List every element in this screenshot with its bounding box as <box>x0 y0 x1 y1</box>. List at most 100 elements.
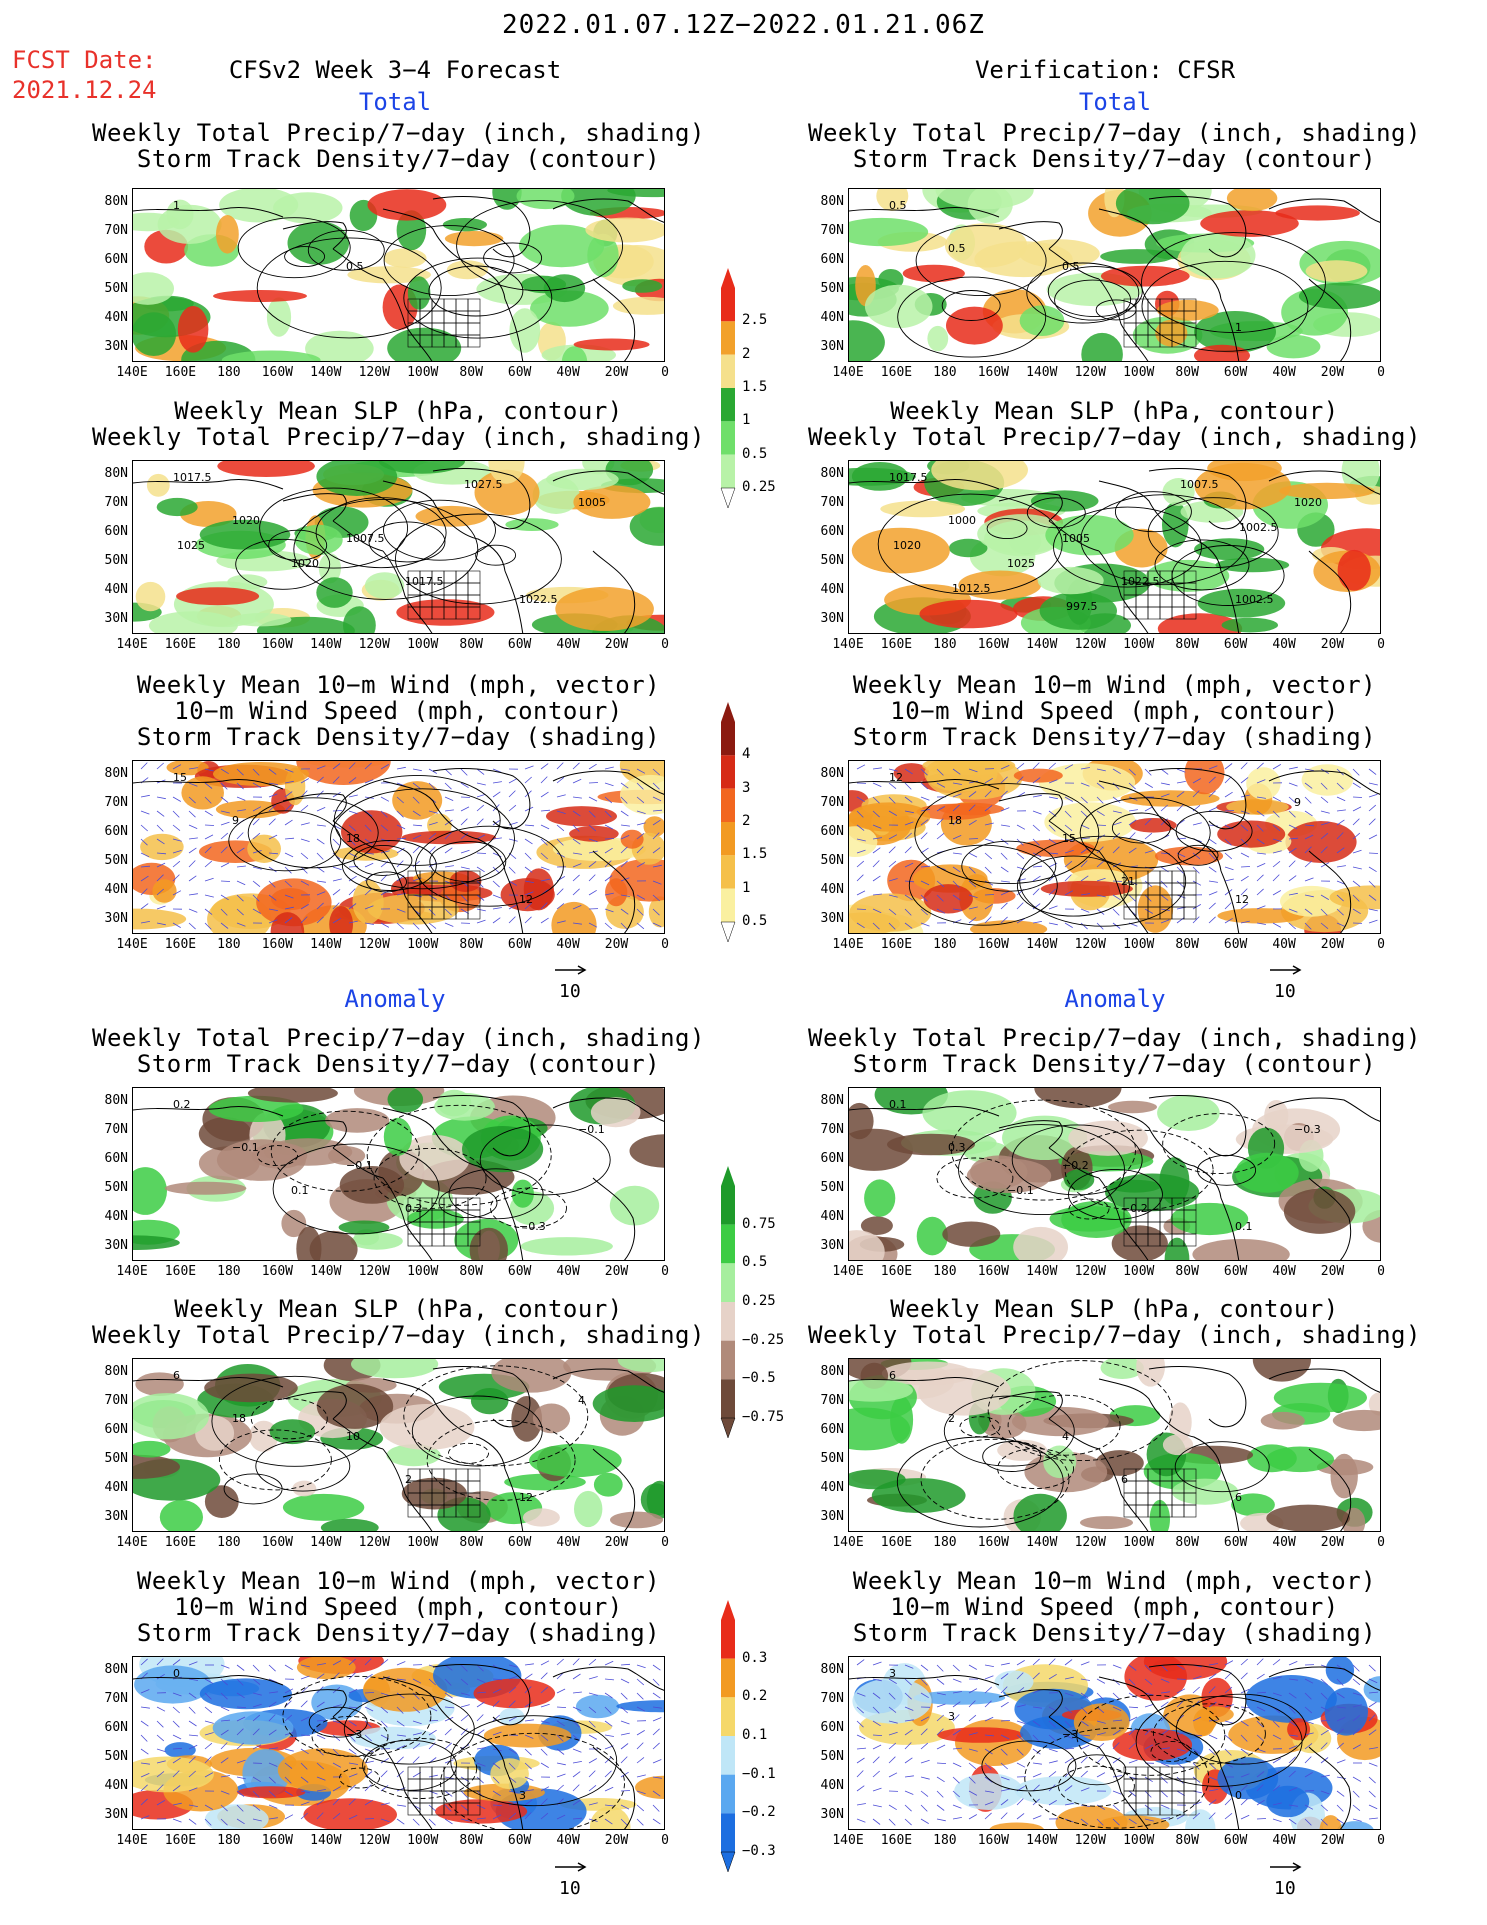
wind-vector <box>1160 1804 1170 1809</box>
lon-tick-label: 60W <box>1223 937 1248 952</box>
shading-area <box>350 1232 403 1250</box>
wind-vector <box>252 908 261 914</box>
wind-vector <box>952 866 961 873</box>
wind-vector <box>1080 893 1090 896</box>
wind-vector <box>1320 832 1329 840</box>
wind-vector <box>1064 850 1074 854</box>
coastline <box>1098 480 1240 633</box>
lon-tick-label: 140W <box>1026 365 1058 380</box>
wind-vector <box>1304 860 1312 868</box>
wind-vector <box>300 1700 308 1708</box>
wind-vector <box>220 1804 228 1812</box>
wind-vector <box>1288 782 1298 787</box>
lat-tick-label: 60N <box>104 252 128 267</box>
map-panel-p1l: 1 0.5 <box>132 188 665 362</box>
wind-vector <box>952 1701 961 1708</box>
wind-vector <box>1048 824 1056 832</box>
wind-vector <box>1032 1658 1040 1666</box>
wind-vector <box>460 1664 468 1672</box>
contour-label: 2 <box>948 1412 955 1425</box>
contour-label: 1020 <box>1294 496 1322 509</box>
wind-vector <box>396 1692 405 1699</box>
colorbar-swatch <box>721 822 735 856</box>
wind-vector <box>1368 1747 1378 1750</box>
contour-label: 1005 <box>1062 532 1090 545</box>
wind-vector <box>1048 874 1056 882</box>
wind-vector <box>156 838 165 845</box>
wind-vector <box>540 791 549 798</box>
state-boundary <box>1183 594 1197 608</box>
wind-vector <box>984 822 994 826</box>
wind-vector <box>300 852 309 860</box>
wind-vector <box>284 1700 292 1708</box>
shading-area <box>1342 1507 1366 1531</box>
lat-tick-label: 30N <box>104 1238 128 1253</box>
fcst-date-label: FCST Date: <box>12 46 157 74</box>
lon-tick-label: 40W <box>1272 637 1296 652</box>
wind-vector <box>1272 1818 1282 1823</box>
shading-area <box>955 1719 1033 1766</box>
lon-tick-label: 0 <box>1377 1833 1385 1848</box>
coastline <box>1268 1666 1380 1691</box>
wind-vector <box>588 824 597 832</box>
lon-tick-label: 160E <box>164 1535 197 1550</box>
shading-area <box>1143 1657 1228 1680</box>
wind-vector <box>872 1720 881 1727</box>
wind-vector <box>1064 890 1074 896</box>
wind-vector <box>1128 1776 1138 1780</box>
wind-vector <box>604 1706 612 1714</box>
wind-vector <box>1096 1678 1106 1684</box>
contour-label: −0.3 <box>519 1220 546 1233</box>
wind-vector <box>1256 1818 1267 1820</box>
wind-vector <box>220 1742 228 1750</box>
wind-vector <box>300 804 309 812</box>
wind-vector <box>236 796 246 801</box>
lat-tick-label: 50N <box>104 853 128 868</box>
wind-vector <box>1368 866 1377 873</box>
wind-vector <box>316 1762 324 1770</box>
contour-line <box>1141 232 1326 334</box>
shading-area <box>363 1667 448 1712</box>
wind-vector <box>556 838 564 846</box>
wind-vector <box>1336 796 1346 802</box>
coastline <box>1308 850 1352 933</box>
wind-vector <box>1208 1799 1217 1806</box>
wind-vector <box>904 1757 913 1764</box>
shading-area <box>1068 1120 1148 1156</box>
wind-vector <box>1080 782 1090 787</box>
wind-vector <box>204 824 215 826</box>
shading-area <box>511 1179 534 1208</box>
wind-vector <box>636 832 645 840</box>
wind-vector <box>428 768 437 774</box>
shading-area <box>974 241 1073 278</box>
wind-vector <box>1176 1664 1185 1671</box>
section-total-left: Total <box>358 88 432 116</box>
wind-vector <box>984 1716 994 1722</box>
coastline <box>849 1376 1000 1388</box>
shading-area <box>1064 1169 1095 1191</box>
wind-vector <box>300 866 308 874</box>
wind-vector <box>1080 810 1088 818</box>
wind-vector <box>1240 1748 1249 1755</box>
lon-tick-label: 180 <box>217 637 241 652</box>
coastline <box>432 1095 531 1157</box>
lon-tick-label: 100W <box>1123 1535 1155 1550</box>
vector-reference-value: 10 <box>559 981 581 1002</box>
lat-tick-label: 30N <box>104 1807 128 1822</box>
wind-vector <box>540 763 549 770</box>
wind-vector <box>492 880 500 888</box>
wind-vector <box>476 804 485 812</box>
coastline <box>1098 850 1149 933</box>
shading-area <box>589 1806 631 1829</box>
wind-vector <box>172 810 180 818</box>
contour-line <box>1026 262 1140 324</box>
lat-tick-label: 60N <box>820 824 844 839</box>
shading-area <box>1217 908 1304 924</box>
shading-area <box>133 1167 167 1215</box>
wind-vector <box>872 796 880 804</box>
wind-vector <box>1256 779 1266 784</box>
wind-vector <box>604 1678 615 1681</box>
shading-area <box>1285 821 1357 863</box>
wind-vector <box>140 1658 148 1666</box>
wind-vector <box>1064 1676 1074 1680</box>
